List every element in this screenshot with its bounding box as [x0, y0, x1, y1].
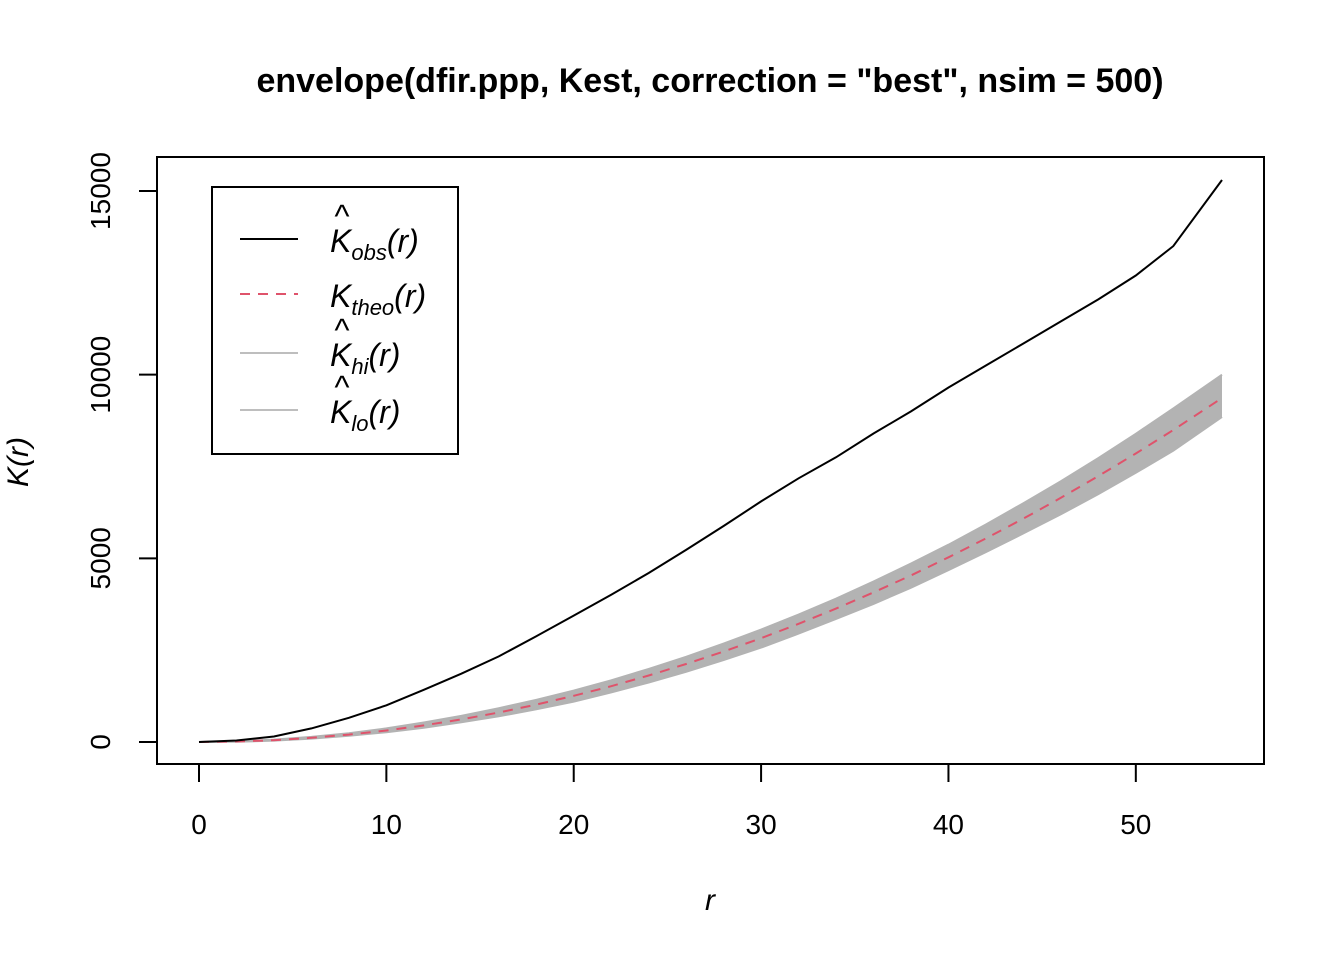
x-tick-label: 30 — [746, 809, 777, 840]
y-tick-label: 0 — [85, 734, 116, 750]
x-axis-label: r — [705, 884, 716, 917]
x-axis: 0 10 20 30 40 50 — [191, 763, 1151, 840]
x-tick-label: 0 — [191, 809, 207, 840]
series-line-lo — [198, 416, 1223, 743]
y-axis: 0 5000 10000 15000 — [85, 152, 158, 750]
y-tick-label: 15000 — [85, 152, 116, 230]
series-line-hi — [198, 373, 1223, 743]
legend-label-lo: Klo(r) — [330, 394, 400, 436]
y-axis-label: K(r) — [2, 437, 35, 487]
legend-label-obs: Kobs(r) — [330, 223, 419, 265]
series-line-theo — [198, 397, 1223, 743]
y-tick-label: 5000 — [85, 527, 116, 589]
chart-title: envelope(dfir.ppp, Kest, correction = "b… — [256, 62, 1163, 100]
legend-hat-mark: ^ — [334, 369, 350, 405]
x-tick-label: 10 — [371, 809, 402, 840]
legend: Kobs(r)^Ktheo(r)Khi(r)^Klo(r)^ — [211, 186, 459, 455]
series-lines-layer — [198, 179, 1223, 743]
envelope-band-layer — [198, 373, 1223, 743]
y-tick-label: 10000 — [85, 336, 116, 414]
legend-hat-mark: ^ — [334, 312, 350, 348]
x-tick-label: 40 — [933, 809, 964, 840]
legend-label-hi: Khi(r) — [330, 337, 400, 379]
legend-hat-mark: ^ — [334, 198, 350, 234]
x-tick-label: 20 — [558, 809, 589, 840]
legend-label-theo: Ktheo(r) — [330, 278, 426, 320]
x-tick-label: 50 — [1120, 809, 1151, 840]
series-line-obs — [198, 179, 1223, 743]
